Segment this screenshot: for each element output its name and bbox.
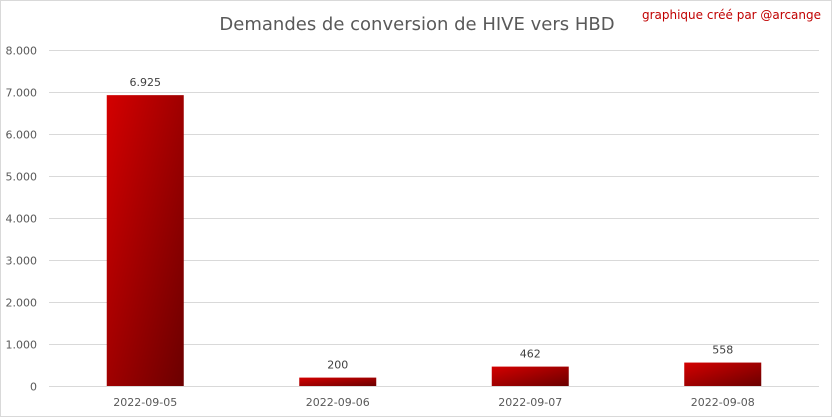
bar (299, 377, 377, 386)
x-tick-label: 2022-09-07 (498, 396, 562, 409)
y-tick-label: 6.000 (6, 129, 38, 142)
y-tick-label: 2.000 (6, 297, 38, 310)
y-tick-label: 5.000 (6, 171, 38, 184)
data-label: 558 (712, 344, 733, 357)
bar (684, 362, 762, 386)
y-tick-label: 1.000 (6, 339, 38, 352)
x-tick-label: 2022-09-08 (691, 396, 755, 409)
bars (106, 95, 762, 387)
y-tick-label: 0 (30, 381, 37, 394)
chart-credit-annotation: graphique créé par @arcange (641, 8, 821, 22)
data-labels: 6.925 200 462 558 (130, 76, 734, 371)
y-tick-label: 3.000 (6, 255, 38, 268)
chart-title: Demandes de conversion de HIVE vers HBD (219, 14, 615, 35)
x-axis-tick-labels: 2022-09-05 2022-09-06 2022-09-07 2022-09-08 (113, 396, 754, 409)
data-label: 462 (520, 348, 541, 361)
bar (491, 366, 569, 386)
data-label: 200 (327, 359, 348, 372)
x-tick-label: 2022-09-05 (113, 396, 177, 409)
y-tick-label: 4.000 (6, 213, 38, 226)
data-label: 6.925 (130, 76, 162, 89)
y-axis-tick-labels: 0 1.000 2.000 3.000 4.000 5.000 6.000 7.000 8.00… (6, 45, 38, 394)
x-tick-label: 2022-09-06 (306, 396, 370, 409)
bar (106, 95, 184, 387)
y-tick-label: 8.000 (6, 45, 38, 58)
y-tick-label: 7.000 (6, 87, 38, 100)
